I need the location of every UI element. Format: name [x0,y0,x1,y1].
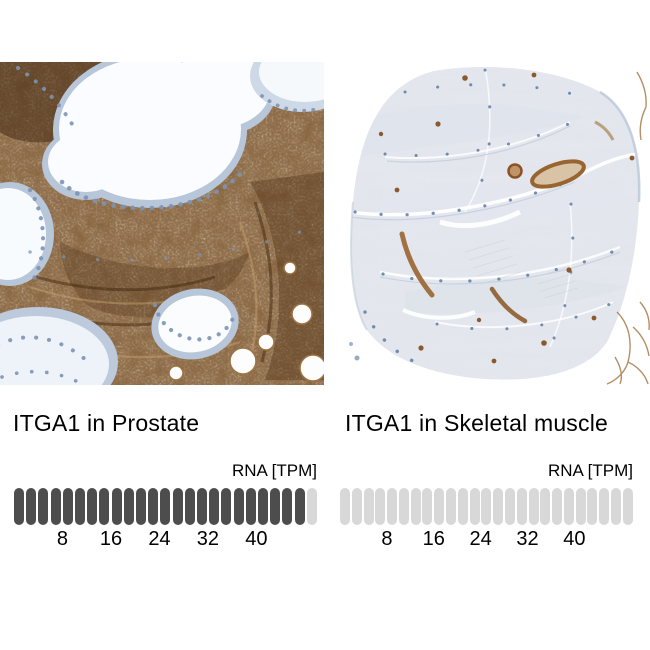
tpm-segment [221,488,232,525]
tpm-segment [245,488,256,525]
tpm-axis-tick: 16 [422,528,445,550]
tpm-segment [87,488,98,525]
tpm-segment [270,488,281,525]
tpm-axis-tick: 24 [148,528,171,550]
rna-tpm-axis-label: RNA [TPM] [231,461,317,480]
tpm-axis-tick: 24 [469,528,492,550]
tpm-segment [481,488,492,525]
tpm-segment [38,488,49,525]
tpm-segment [552,488,563,525]
tpm-segment [197,488,208,525]
tpm-segment [209,488,220,525]
tpm-segment [123,488,134,525]
tpm-axis-tick: 16 [99,528,123,550]
rna-tpm-bar-prostate [14,488,317,525]
tpm-segment [516,488,527,525]
tpm-segment [136,488,147,525]
tpm-segment [410,488,421,525]
tpm-axis-tick: 40 [563,528,586,550]
tpm-segment [504,488,515,525]
rna-tpm-bar-skeletal-muscle [340,488,633,525]
tpm-segment [160,488,171,525]
tpm-segment [469,488,480,525]
tpm-axis-tick: 8 [56,528,69,550]
panel-title-skeletal-muscle: ITGA1 in Skeletal muscle [345,410,609,436]
tpm-segment [258,488,269,525]
tpm-segment [610,488,621,525]
skeletal-muscle-tissue-image [345,62,650,385]
tpm-segment [294,488,305,525]
panel-title-prostate: ITGA1 in Prostate [13,410,200,436]
tpm-segment [363,488,374,525]
tpm-segment [172,488,183,525]
tpm-segment [528,488,539,525]
tpm-segment [422,488,433,525]
ihc-micrograph-prostate[interactable] [0,62,324,385]
tpm-segment [446,488,457,525]
tpm-segment [351,488,362,525]
dab-stained-vessels [378,72,635,364]
prostate-tissue-image [0,62,324,385]
tpm-axis-ticks: 8 16 24 32 40 [14,528,317,552]
tpm-segment [75,488,86,525]
tpm-segment [375,488,386,525]
tpm-segment [540,488,551,525]
tpm-segment [26,488,37,525]
tpm-segment [493,488,504,525]
tpm-axis-tick: 40 [245,528,268,550]
rna-tpm-axis-label: RNA [TPM] [547,461,633,480]
tpm-segment [306,488,317,525]
tpm-segment [587,488,598,525]
tpm-axis-ticks: 8 16 24 32 40 [340,528,633,552]
tpm-axis-tick: 8 [381,528,393,550]
tpm-segment [99,488,110,525]
tpm-segment [14,488,24,525]
tpm-axis-tick: 32 [516,528,539,550]
tpm-segment [434,488,445,525]
tpm-segment [398,488,409,525]
tpm-segment [184,488,195,525]
tpm-segment [62,488,73,525]
tpm-segment [563,488,574,525]
tpm-segment [282,488,293,525]
panel-prostate: ITGA1 in Prostate RNA [TPM] 8 16 24 32 4… [0,62,324,622]
tpm-segment [457,488,468,525]
ihc-micrograph-skeletal-muscle[interactable] [345,62,650,385]
tpm-segment [599,488,610,525]
tpm-segment [387,488,398,525]
tpm-segment [148,488,159,525]
tpm-segment [50,488,61,525]
tpm-axis-tick: 32 [196,528,220,550]
tpm-segment [111,488,122,525]
tpm-segment [622,488,633,525]
tpm-segment [233,488,244,525]
tpm-segment [575,488,586,525]
adipose-web [606,71,650,385]
tpm-segment [340,488,350,525]
panel-skeletal-muscle: ITGA1 in Skeletal muscle RNA [TPM] 8 16 … [340,62,650,622]
